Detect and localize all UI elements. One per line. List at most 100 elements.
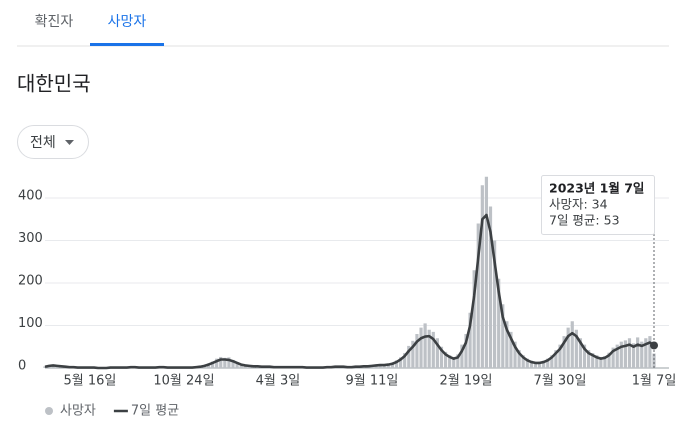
bar [554,350,558,368]
bar [562,336,566,368]
bar [607,352,611,368]
bar [492,240,497,368]
x-tick-label: 10월 24일 [153,374,214,389]
y-tick-label: 200 [18,274,43,289]
bar [578,338,583,368]
x-tick-label: 5월 16일 [64,374,117,389]
bar [452,356,456,368]
bar [627,338,632,368]
bar [537,361,542,368]
bar [403,353,407,368]
bar [648,336,652,368]
bar [517,350,521,368]
dropdown-label[interactable]: 전체 [30,135,56,151]
tooltip-line: 7일 평균: 53 [549,213,620,228]
bar [558,344,562,368]
bar [231,359,235,368]
bar [570,321,574,368]
bar [435,338,439,368]
bar [631,343,636,368]
bar [640,341,644,368]
bar [464,334,468,368]
dropdown-arrow[interactable] [65,140,74,145]
bar [533,362,538,368]
bar [501,304,505,368]
bar [644,338,648,368]
bar [415,334,419,368]
bar [484,176,489,368]
filter-dropdown[interactable]: 전체 [17,125,89,159]
legend-label: 7일 평균 [131,404,179,419]
bar [468,312,472,368]
y-tick-label: 100 [18,316,43,331]
bar [587,350,591,368]
hover-point [650,341,658,350]
bar [43,366,47,368]
bar [398,357,403,368]
bar [223,357,227,368]
bar [419,327,423,368]
bar [599,356,603,368]
legend-marker [45,407,53,415]
bar [411,340,415,368]
bar [431,331,435,368]
bar [546,358,550,368]
bar [456,354,460,368]
chart-title: 대한민국 [17,72,91,96]
tab-underline [90,43,164,46]
bar [525,358,529,368]
y-tick-label: 300 [18,231,43,246]
line [44,213,655,370]
tooltip-box [541,175,655,235]
bar [505,321,509,368]
x-tick-label: 9월 11일 [346,374,399,389]
bar [488,206,493,368]
bar [550,355,554,368]
x-tick-label: 7월 30일 [534,374,587,389]
bar [566,327,570,368]
bar [497,278,501,368]
bar [619,341,623,368]
bar [423,323,427,368]
bar [615,344,619,368]
bar [443,351,448,368]
tab-active[interactable]: 사망자 [108,14,147,30]
bar [407,345,411,368]
bar [472,270,476,368]
bar [611,347,615,368]
x-tick-label: 2월 19일 [440,374,493,389]
bar [448,355,452,368]
bar [460,344,464,368]
bar [439,346,444,368]
x-tick-label: 1월 7일 [632,374,677,389]
bar [582,344,587,368]
dropdown-box[interactable] [17,125,89,159]
bar [591,353,595,368]
y-tick-label: 0 [18,359,26,374]
x-tick-label: 4월 3일 [256,374,301,389]
bar [210,361,215,368]
bar [227,357,231,368]
bar [219,356,223,368]
bar [235,362,239,368]
tooltip-line: 사망자: 34 [549,197,608,212]
bar [476,223,480,368]
bar [513,341,517,368]
bar [542,360,546,368]
bar [521,355,525,368]
bar [394,360,399,368]
bar [509,331,513,368]
bar [574,329,578,368]
bar [652,353,656,368]
bar [623,340,627,368]
bar [215,358,219,368]
bar [636,337,640,368]
legend-label: 사망자 [60,404,96,419]
tab[interactable]: 확진자 [35,14,74,30]
bar [427,329,431,368]
bar [390,362,395,368]
bar [529,360,533,368]
plot: 0 100 200 300 400 5월 16일 10월 24일 4월 3일 9월 11일 2월 … [18,175,677,419]
y-tick-label: 400 [18,189,43,204]
bar [595,355,599,368]
